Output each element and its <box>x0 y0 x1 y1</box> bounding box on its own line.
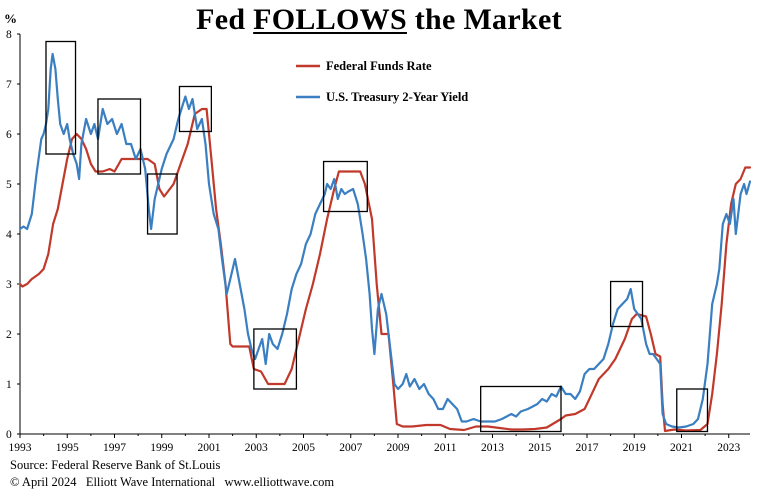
annotation-box <box>676 388 709 433</box>
copyright-note: © April 2024 Elliott Wave International … <box>10 475 335 489</box>
chart-title-prefix: Fed <box>196 3 254 36</box>
series-group <box>18 52 752 433</box>
source-note: Source: Federal Reserve Bank of St.Louis <box>10 458 221 472</box>
y-axis-unit-label: % <box>4 11 17 26</box>
chart-title-emphasis: FOLLOWS <box>253 3 407 36</box>
x-tick-label: 2021 <box>670 442 693 454</box>
y-tick-label: 3 <box>6 279 12 291</box>
federal-funds-rate-line <box>18 107 752 433</box>
annotation-box <box>45 40 77 155</box>
x-tick-label: 2003 <box>245 442 268 454</box>
annotation-box <box>480 385 562 433</box>
x-tick-label: 1995 <box>56 442 79 454</box>
x-tick-label: 2017 <box>575 442 598 454</box>
chart-title: Fed FOLLOWS the Market <box>0 2 758 38</box>
x-tick-label: 2005 <box>292 442 315 454</box>
x-tick-label: 2015 <box>528 442 551 454</box>
x-tick-label: 2023 <box>717 442 740 454</box>
chart-title-suffix: the Market <box>406 3 562 36</box>
x-tick-label: 1997 <box>103 442 126 454</box>
annotation-box <box>97 98 142 175</box>
x-tick-label: 1999 <box>150 442 173 454</box>
annotation-box <box>609 280 644 328</box>
y-tick-label: 2 <box>6 329 12 341</box>
y-tick-label: 0 <box>6 429 12 441</box>
y-tick-label: 6 <box>6 129 12 141</box>
x-tick-label: 2013 <box>481 442 504 454</box>
legend: Federal Funds Rate U.S. Treasury 2-Year Y… <box>296 59 468 104</box>
annotation-boxes <box>45 40 709 433</box>
treasury-2-year-yield-line <box>18 52 752 429</box>
x-tick-label: 2001 <box>197 442 220 454</box>
axes-group: 0 1 2 3 4 5 6 7 8% 1993 1995 1997 1999 2001 2003 2005 20… <box>4 11 750 454</box>
x-tick-label: 1993 <box>9 442 32 454</box>
legend-label-treasury: U.S. Treasury 2-Year Yield <box>326 90 468 104</box>
y-tick-label: 5 <box>6 179 12 191</box>
x-tick-label: 2019 <box>623 442 646 454</box>
y-tick-label: 7 <box>6 79 12 91</box>
x-tick-label: 2007 <box>339 442 362 454</box>
annotation-box <box>322 160 368 213</box>
annotation-box <box>253 328 298 390</box>
annotation-box <box>178 85 213 133</box>
x-tick-label: 2009 <box>386 442 409 454</box>
legend-label-fed-funds: Federal Funds Rate <box>326 59 432 73</box>
y-tick-label: 8 <box>6 29 12 41</box>
y-tick-label: 4 <box>6 229 12 241</box>
x-tick-label: 2011 <box>434 442 457 454</box>
annotation-box <box>146 173 178 235</box>
y-tick-label: 1 <box>6 379 12 391</box>
